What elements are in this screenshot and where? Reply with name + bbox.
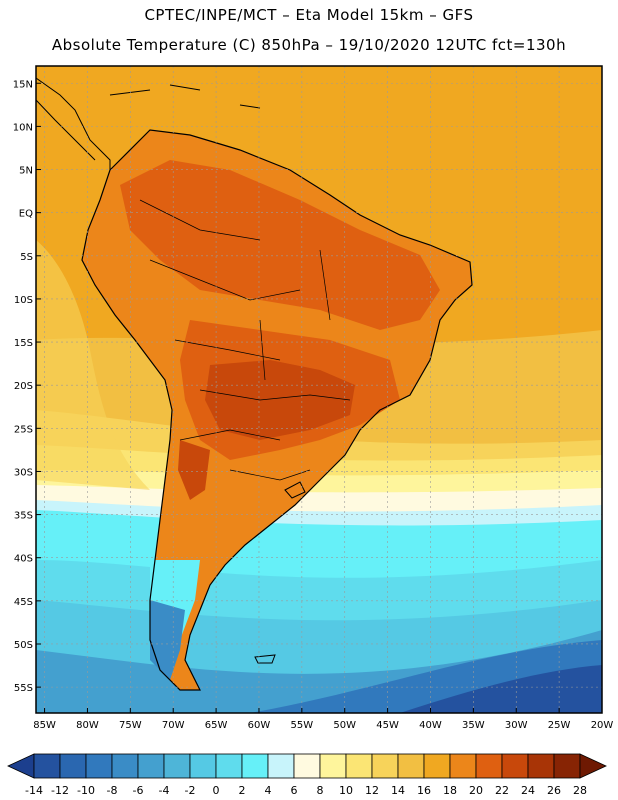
lon-tick-label: 25W <box>548 720 571 731</box>
temperature-field <box>36 66 602 713</box>
colorbar-swatch <box>423 753 451 779</box>
colorbar-swatch <box>371 753 399 779</box>
colorbar-label: 6 <box>291 784 298 797</box>
colorbar-swatch <box>345 753 373 779</box>
lat-tick-label: 10N <box>13 122 33 133</box>
ocean-band-m10 <box>400 665 602 713</box>
colorbar-label: 14 <box>391 784 405 797</box>
lon-tick-label: 55W <box>291 720 314 731</box>
colorbar-label: 16 <box>417 784 431 797</box>
colorbar-label: 2 <box>239 784 246 797</box>
coastline <box>81 129 473 691</box>
lat-tick-label: 55S <box>14 683 33 694</box>
pacific-warm-tongue <box>36 240 150 490</box>
colorbar-label: 24 <box>521 784 535 797</box>
colorbar-label: 20 <box>469 784 483 797</box>
colorbar-swatch <box>215 753 243 779</box>
lon-tick-label: 40W <box>419 720 442 731</box>
land-heat-core-north <box>120 160 440 330</box>
colorbar-label: 10 <box>339 784 353 797</box>
colorbar-swatch <box>33 753 61 779</box>
lon-tick-label: 85W <box>33 720 56 731</box>
colorbar-label: -12 <box>51 784 69 797</box>
colorbar-label: 12 <box>365 784 379 797</box>
lon-tick-label: 65W <box>205 720 228 731</box>
colorbar-swatch <box>189 753 217 779</box>
lat-tick-label: 45S <box>14 597 33 608</box>
lat-tick-label: 35S <box>14 511 33 522</box>
colorbar-label: -14 <box>25 784 43 797</box>
colorbar-label: -4 <box>159 784 170 797</box>
colorbar-label: 8 <box>317 784 324 797</box>
lat-tick-label: 5N <box>19 166 33 177</box>
colorbar-swatch <box>163 753 191 779</box>
colorbar-swatch <box>293 753 321 779</box>
colorbar-swatch <box>267 753 295 779</box>
colorbar-swatch <box>319 753 347 779</box>
lat-tick-label: 15S <box>14 338 33 349</box>
colorbar-label: 28 <box>573 784 587 797</box>
colorbar-swatch <box>527 753 555 779</box>
lat-tick-label: 40S <box>14 554 33 565</box>
longitude-axis: 85W 80W 75W 70W 65W 60W 55W 50W 45W 40W 35W 30W 25W 2… <box>33 708 613 731</box>
lon-tick-label: 45W <box>376 720 399 731</box>
colorbar-label: 18 <box>443 784 457 797</box>
lat-tick-label: 30S <box>14 467 33 478</box>
lon-tick-label: 20W <box>591 720 614 731</box>
colorbar-swatch <box>475 753 503 779</box>
colorbar-swatch <box>553 753 581 779</box>
lon-tick-label: 50W <box>333 720 356 731</box>
colorbar-label: -8 <box>107 784 118 797</box>
lon-tick-label: 75W <box>119 720 142 731</box>
lon-tick-label: 60W <box>248 720 271 731</box>
colorbar-swatch <box>397 753 425 779</box>
central-america-coast <box>36 77 111 170</box>
lon-tick-label: 30W <box>505 720 528 731</box>
colorbar-arrow-high <box>579 753 607 779</box>
colorbar-swatch <box>85 753 113 779</box>
colorbar-arrow-low <box>7 753 35 779</box>
colorbar-swatch <box>241 753 269 779</box>
colorbar-swatch <box>111 753 139 779</box>
colorbar-label: 26 <box>547 784 561 797</box>
map-frame <box>35 65 603 714</box>
falkland-islands <box>254 654 276 664</box>
andes-hot-streak <box>178 440 210 500</box>
colorbar-label: -6 <box>133 784 144 797</box>
lat-tick-label: 20S <box>14 381 33 392</box>
colorbar-swatch <box>59 753 87 779</box>
map-title-line1: CPTEC/INPE/MCT – Eta Model 15km – GFS <box>144 6 474 24</box>
colorbar: -14 -12 -10 -8 -6 -4 -2 0 2 4 6 8 10 12 14 16 18 20 22 24 26… <box>7 753 607 797</box>
lon-tick-label: 80W <box>76 720 99 731</box>
lat-tick-label: 15N <box>13 79 33 90</box>
colorbar-swatch <box>501 753 529 779</box>
colorbar-label: -2 <box>185 784 196 797</box>
uruguay-lagoon <box>284 481 306 499</box>
colorbar-label: -10 <box>77 784 95 797</box>
latitude-axis: 15N 10N 5N EQ 5S 10S 15S 20S 25S 30S 35S 40S 45S 50S 5… <box>13 79 41 694</box>
lat-tick-label: 50S <box>14 640 33 651</box>
lat-tick-label: 10S <box>14 295 33 306</box>
colorbar-label: 4 <box>265 784 272 797</box>
land-heat-max <box>205 360 355 440</box>
lon-tick-label: 70W <box>162 720 185 731</box>
colorbar-swatch <box>137 753 165 779</box>
patagonia-cold <box>150 600 185 680</box>
lat-tick-label: 25S <box>14 424 33 435</box>
caribbean-islands <box>109 84 261 109</box>
lon-tick-label: 35W <box>462 720 485 731</box>
colorbar-label: 22 <box>495 784 509 797</box>
lat-tick-label: 5S <box>20 252 33 263</box>
country-borders <box>139 199 351 481</box>
graticule <box>36 66 603 713</box>
lat-tick-label: EQ <box>19 209 33 220</box>
map-title-line2: Absolute Temperature (C) 850hPa – 19/10/… <box>51 36 567 54</box>
colorbar-swatch <box>449 753 477 779</box>
colorbar-label: 0 <box>213 784 220 797</box>
